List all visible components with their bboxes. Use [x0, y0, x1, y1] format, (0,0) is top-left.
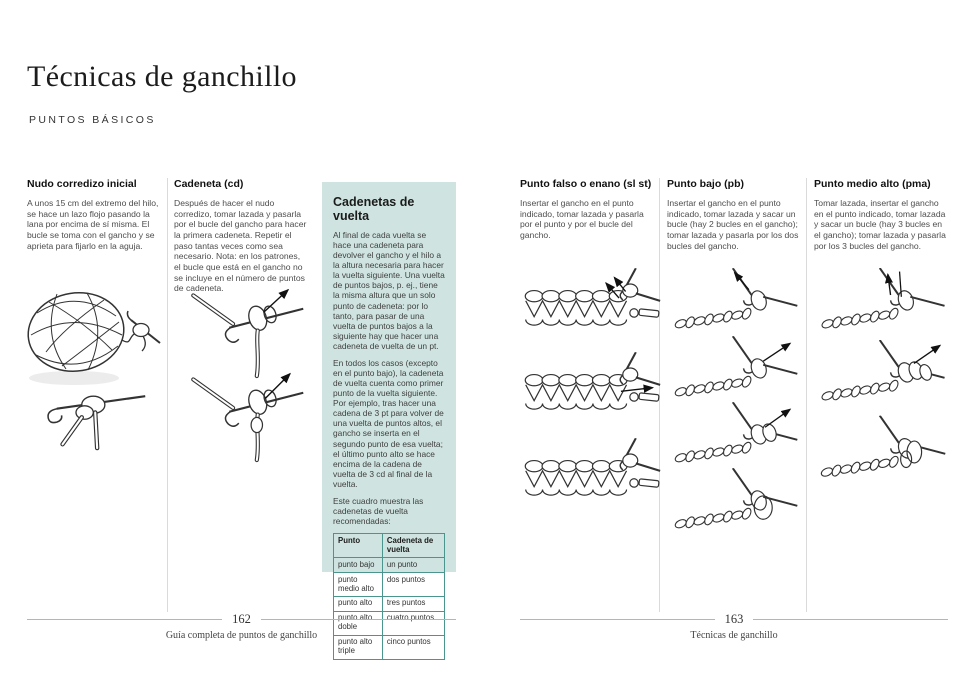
- half-treble-step2-illustration: [816, 340, 948, 412]
- column-half-treble: Punto medio alto (pma) Tomar lazada, ins…: [814, 178, 948, 251]
- footer-rule: [753, 619, 948, 620]
- column-body: Insertar el gancho en el punto indicado,…: [520, 198, 644, 240]
- table-cell: cinco puntos: [381, 634, 446, 660]
- table-cell: punto medio alto: [333, 572, 383, 597]
- single-crochet-step4-illustration: [670, 468, 800, 540]
- column-heading: Cadeneta (cd): [174, 178, 244, 190]
- column-single-crochet: Punto bajo (pb) Insertar el gancho en el…: [667, 178, 799, 251]
- single-crochet-step3-illustration: [670, 402, 800, 474]
- turning-chains-info-box: Cadenetas de vuelta Al final de cada vue…: [322, 182, 456, 660]
- info-box-paragraph: En todos los casos (excepto en el punto …: [333, 357, 444, 489]
- column-slip-stitch: Punto falso o enano (sl st) Insertar el …: [520, 178, 652, 241]
- page-title: Técnicas de ganchillo: [27, 60, 297, 93]
- table-row: punto alto triple cinco puntos: [333, 634, 446, 660]
- column-heading: Punto medio alto (pma): [814, 178, 931, 190]
- page-number: 162: [232, 612, 251, 626]
- slip-knot-on-hook-illustration: [26, 372, 151, 454]
- column-body: Tomar lazada, insertar el gancho en el p…: [814, 198, 946, 251]
- column-divider: [659, 178, 660, 612]
- right-page-footer: 163 Técnicas de ganchillo: [520, 612, 948, 641]
- footer-caption: Guía completa de puntos de ganchillo: [165, 630, 318, 641]
- table-row: punto medio alto dos puntos: [333, 572, 446, 597]
- chain-stitch-step2-illustration: [180, 372, 308, 463]
- single-crochet-step1-illustration: [670, 268, 800, 340]
- column-slip-knot: Nudo corredizo inicial A unos 15 cm del …: [27, 178, 161, 251]
- table-cell: punto alto: [333, 595, 383, 612]
- footer-rule: [520, 619, 715, 620]
- table-cell: dos puntos: [381, 572, 446, 597]
- table-header-cell: Punto: [333, 533, 383, 559]
- table-cell: tres puntos: [381, 595, 446, 612]
- table-header-cell: Cadeneta de vuelta: [381, 533, 446, 559]
- section-subtitle: PUNTOS BÁSICOS: [29, 114, 156, 126]
- footer-caption: Técnicas de ganchillo: [690, 630, 778, 641]
- table-cell: punto alto triple: [333, 634, 383, 660]
- single-crochet-step2-illustration: [670, 336, 800, 408]
- table-cell: un punto: [381, 557, 446, 574]
- info-box-heading: Cadenetas de vuelta: [333, 195, 415, 223]
- column-heading: Punto bajo (pb): [667, 178, 744, 190]
- table-row: punto bajo un punto: [333, 557, 446, 574]
- column-divider: [167, 178, 168, 612]
- left-page-footer: 162 Guía completa de puntos de ganchillo: [27, 612, 456, 641]
- slip-stitch-step3-illustration: [522, 438, 662, 513]
- table-header-row: Punto Cadeneta de vuelta: [333, 533, 446, 559]
- footer-rule: [27, 619, 223, 620]
- column-divider: [806, 178, 807, 612]
- footer-rule: [260, 619, 456, 620]
- page-number-row: 162: [27, 612, 456, 627]
- slip-stitch-step1-illustration: [522, 268, 662, 343]
- column-body: Después de hacer el nudo corredizo, toma…: [174, 198, 307, 294]
- table-cell: punto bajo: [333, 557, 383, 574]
- page-number: 163: [724, 612, 744, 626]
- column-heading: Nudo corredizo inicial: [27, 178, 137, 190]
- column-body: Insertar el gancho en el punto indicado,…: [667, 198, 799, 251]
- column-heading: Punto falso o enano (sl st): [520, 178, 652, 190]
- column-body: A unos 15 cm del extremo del hilo, se ha…: [27, 198, 159, 251]
- table-row: punto alto tres puntos: [333, 595, 446, 612]
- slip-stitch-step2-illustration: [522, 352, 662, 427]
- turning-chain-table: Punto Cadeneta de vuelta punto bajo un p…: [333, 533, 446, 660]
- table-cell: cuatro puntos: [381, 610, 446, 636]
- info-box-paragraph: Este cuadro muestra las cadenetas de vue…: [333, 495, 424, 527]
- column-chain: Cadeneta (cd) Después de hacer el nudo c…: [174, 178, 308, 294]
- half-treble-step1-illustration: [816, 268, 948, 340]
- chain-stitch-step1-illustration: [180, 288, 308, 379]
- page-number-row: 163: [520, 612, 948, 627]
- table-row: punto alto doble cuatro puntos: [333, 610, 446, 636]
- info-box-paragraph: Al final de cada vuelta se hace una cade…: [333, 230, 445, 351]
- half-treble-step3-illustration: [816, 412, 948, 492]
